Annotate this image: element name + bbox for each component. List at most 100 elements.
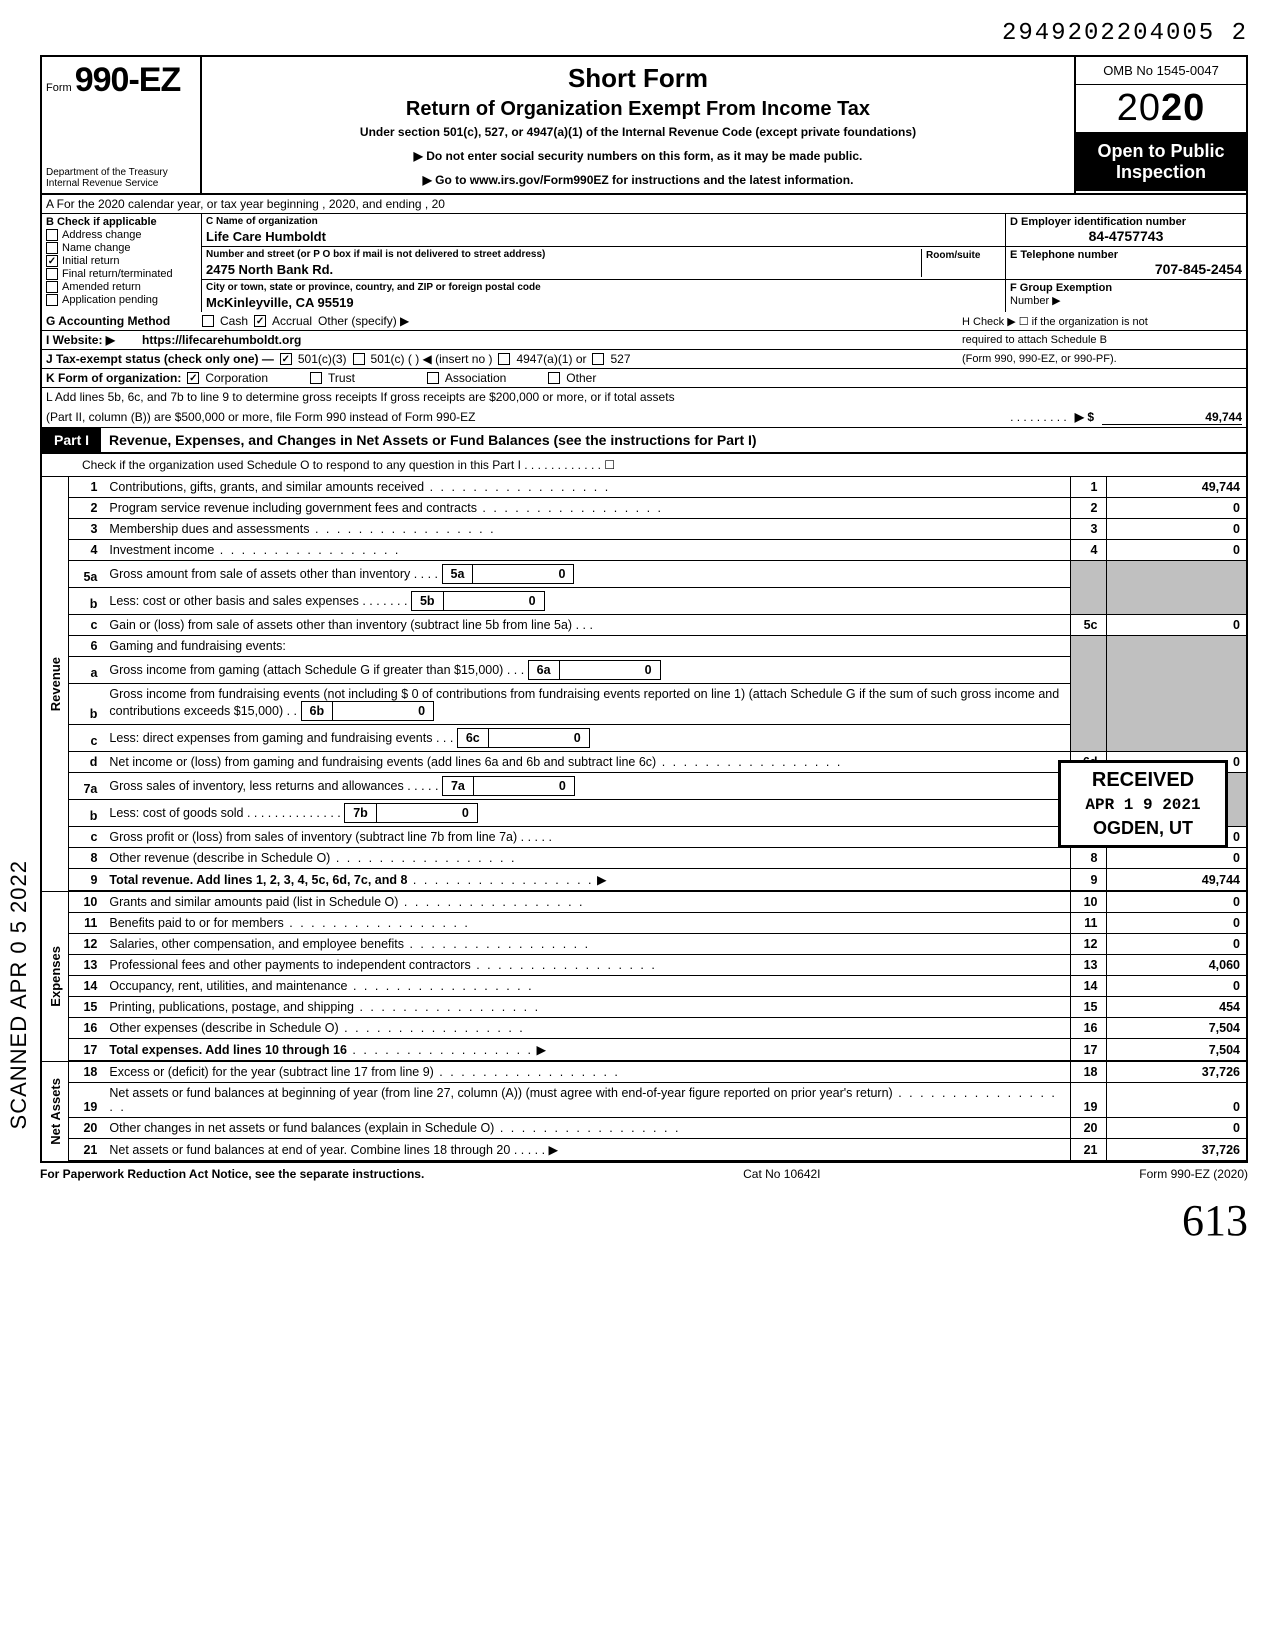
- line-16-desc: Other expenses (describe in Schedule O): [105, 1018, 1070, 1039]
- line-3-amt: 0: [1106, 519, 1246, 540]
- col-b-checkboxes: B Check if applicable Address change Nam…: [42, 214, 202, 312]
- line-20-amt: 0: [1106, 1118, 1246, 1139]
- ssn-warning: ▶ Do not enter social security numbers o…: [208, 149, 1068, 163]
- ein-label: D Employer identification number: [1010, 216, 1242, 228]
- open-inspection: Open to PublicInspection: [1076, 133, 1246, 191]
- chk-501c[interactable]: [353, 353, 365, 365]
- line-13-amt: 4,060: [1106, 955, 1246, 976]
- line-a: A For the 2020 calendar year, or tax yea…: [40, 195, 1248, 214]
- line-14-amt: 0: [1106, 976, 1246, 997]
- section-text: Under section 501(c), 527, or 4947(a)(1)…: [208, 125, 1068, 139]
- line-6a-desc: Gross income from gaming (attach Schedul…: [105, 657, 1070, 684]
- chk-final[interactable]: [46, 268, 58, 280]
- h-check: H Check ▶ ☐ if the organization is not: [962, 315, 1242, 328]
- chk-accrual[interactable]: ✓: [254, 315, 266, 327]
- phone-label: E Telephone number: [1010, 249, 1242, 261]
- chk-initial[interactable]: ✓: [46, 255, 58, 267]
- line-19-desc: Net assets or fund balances at beginning…: [105, 1083, 1070, 1118]
- chk-cash[interactable]: [202, 315, 214, 327]
- phone: 707-845-2454: [1010, 261, 1242, 277]
- chk-trust[interactable]: [310, 372, 322, 384]
- chk-amended[interactable]: [46, 281, 58, 293]
- chk-other-org[interactable]: [548, 372, 560, 384]
- line-15-amt: 454: [1106, 997, 1246, 1018]
- line-20-desc: Other changes in net assets or fund bala…: [105, 1118, 1070, 1139]
- omb-number: OMB No 1545-0047: [1076, 57, 1246, 85]
- line-10-desc: Grants and similar amounts paid (list in…: [105, 892, 1070, 913]
- form-title: Short Form: [208, 63, 1068, 94]
- group-number: Number ▶: [1010, 294, 1242, 307]
- chk-address[interactable]: [46, 229, 58, 241]
- line-3-desc: Membership dues and assessments: [105, 519, 1070, 540]
- line-12-amt: 0: [1106, 934, 1246, 955]
- line-6d-desc: Net income or (loss) from gaming and fun…: [105, 752, 1070, 773]
- line-9-amt: 49,744: [1106, 869, 1246, 891]
- line-12-desc: Salaries, other compensation, and employ…: [105, 934, 1070, 955]
- line-13-desc: Professional fees and other payments to …: [105, 955, 1070, 976]
- org-name: Life Care Humboldt: [206, 229, 1001, 244]
- line-21-amt: 37,726: [1106, 1139, 1246, 1161]
- scanned-stamp: SCANNED APR 0 5 2022: [6, 860, 32, 1129]
- form-number: Form 990-EZ: [46, 61, 196, 100]
- expenses-label: Expenses: [48, 946, 63, 1007]
- chk-501c3[interactable]: ✓: [280, 353, 292, 365]
- line-17-amt: 7,504: [1106, 1039, 1246, 1061]
- line-5b-desc: Less: cost or other basis and sales expe…: [105, 588, 1070, 615]
- line-7c-desc: Gross profit or (loss) from sales of inv…: [105, 827, 1070, 848]
- line-5a-desc: Gross amount from sale of assets other t…: [105, 561, 1070, 588]
- goto-link: ▶ Go to www.irs.gov/Form990EZ for instru…: [208, 173, 1068, 187]
- line-18-amt: 37,726: [1106, 1062, 1246, 1083]
- line-11-amt: 0: [1106, 913, 1246, 934]
- line-i: I Website: ▶ https://lifecarehumboldt.or…: [40, 331, 1248, 350]
- city: McKinleyville, CA 95519: [206, 295, 1001, 310]
- website: https://lifecarehumboldt.org: [142, 333, 301, 347]
- form-header: Form 990-EZ Department of the Treasury I…: [40, 55, 1248, 195]
- line-1-desc: Contributions, gifts, grants, and simila…: [105, 477, 1070, 498]
- line-21-desc: Net assets or fund balances at end of ye…: [105, 1139, 1070, 1161]
- chk-pending[interactable]: [46, 294, 58, 306]
- line-2-desc: Program service revenue including govern…: [105, 498, 1070, 519]
- chk-4947[interactable]: [498, 353, 510, 365]
- line-1-amt: 49,744: [1106, 477, 1246, 498]
- line-18-desc: Excess or (deficit) for the year (subtra…: [105, 1062, 1070, 1083]
- line-9-desc: Total revenue. Add lines 1, 2, 3, 4, 5c,…: [105, 869, 1070, 891]
- room-label: Room/suite: [926, 250, 980, 261]
- line-14-desc: Occupancy, rent, utilities, and maintena…: [105, 976, 1070, 997]
- line-5c-amt: 0: [1106, 615, 1246, 636]
- line-k: K Form of organization: ✓Corporation Tru…: [40, 369, 1248, 388]
- line-8-amt: 0: [1106, 848, 1246, 869]
- line-4-amt: 0: [1106, 540, 1246, 561]
- revenue-label: Revenue: [48, 657, 63, 711]
- street: 2475 North Bank Rd.: [206, 262, 921, 277]
- line-16-amt: 7,504: [1106, 1018, 1246, 1039]
- line-10-amt: 0: [1106, 892, 1246, 913]
- netassets-label: Net Assets: [48, 1078, 63, 1145]
- city-label: City or town, state or province, country…: [206, 282, 1001, 293]
- line-l: L Add lines 5b, 6c, and 7b to line 9 to …: [40, 388, 1248, 428]
- part1-header: Part I Revenue, Expenses, and Changes in…: [40, 428, 1248, 454]
- line-8-desc: Other revenue (describe in Schedule O): [105, 848, 1070, 869]
- chk-527[interactable]: [592, 353, 604, 365]
- part1-check: Check if the organization used Schedule …: [40, 454, 1248, 477]
- line-7b-desc: Less: cost of goods sold . . . . . . . .…: [105, 800, 1070, 827]
- form-subtitle: Return of Organization Exempt From Incom…: [208, 98, 1068, 121]
- line-g: G Accounting Method Cash ✓Accrual Other …: [40, 312, 1248, 331]
- chk-assoc[interactable]: [427, 372, 439, 384]
- dln: 2949202204005 2: [40, 20, 1248, 47]
- ein: 84-4757743: [1010, 228, 1242, 244]
- handwritten-note: 613: [40, 1195, 1248, 1246]
- line-19-amt: 0: [1106, 1083, 1246, 1118]
- line-15-desc: Printing, publications, postage, and shi…: [105, 997, 1070, 1018]
- chk-corp[interactable]: ✓: [187, 372, 199, 384]
- line-7a-desc: Gross sales of inventory, less returns a…: [105, 773, 1070, 800]
- line-4-desc: Investment income: [105, 540, 1070, 561]
- received-stamp: RECEIVED APR 1 9 2021 OGDEN, UT: [1058, 760, 1228, 848]
- chk-name[interactable]: [46, 242, 58, 254]
- line-11-desc: Benefits paid to or for members: [105, 913, 1070, 934]
- org-name-label: C Name of organization: [206, 216, 1001, 227]
- dept: Department of the Treasury Internal Reve…: [46, 167, 196, 189]
- footer: For Paperwork Reduction Act Notice, see …: [40, 1163, 1248, 1185]
- tax-year: 2020: [1076, 85, 1246, 133]
- line-j: J Tax-exempt status (check only one) — ✓…: [40, 350, 1248, 369]
- line-17-desc: Total expenses. Add lines 10 through 16 …: [105, 1039, 1070, 1061]
